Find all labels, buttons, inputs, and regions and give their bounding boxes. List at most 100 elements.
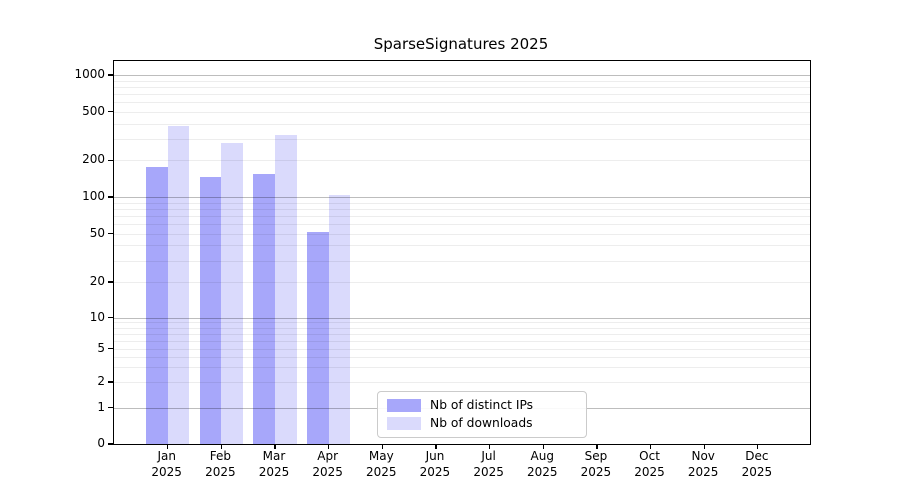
x-tick-aug — [542, 444, 544, 449]
y-tick-label-500: 500 — [82, 103, 105, 118]
legend-item: Nb of downloads — [387, 416, 577, 431]
bar-distinct-ips-apr — [307, 231, 329, 444]
x-tick-label-mar: Mar 2025 — [234, 448, 314, 480]
x-tick-sep — [596, 444, 598, 449]
month-label: Apr — [317, 449, 339, 463]
x-tick-label-oct: Oct 2025 — [610, 448, 690, 480]
gridline-minor-60 — [114, 224, 810, 226]
year-label: 2025 — [419, 465, 451, 479]
gridline-minor-8 — [114, 327, 810, 329]
bar-downloads-feb — [221, 143, 243, 444]
legend-item: Nb of distinct IPs — [387, 398, 577, 413]
year-label: 2025 — [366, 465, 397, 479]
x-tick-label-may: May 2025 — [341, 448, 421, 480]
month-label: Dec — [745, 449, 769, 463]
y-tick-500 — [107, 111, 113, 113]
year-label: 2025 — [473, 465, 504, 479]
y-tick-label-50: 50 — [89, 225, 105, 240]
gridline-minor-9 — [114, 322, 810, 324]
legend-swatch-downloads — [387, 417, 421, 431]
y-tick-0 — [107, 443, 113, 445]
gridline-major-1000 — [114, 75, 810, 76]
month-label: Jun — [425, 449, 445, 463]
year-label: 2025 — [687, 465, 719, 479]
year-label: 2025 — [151, 465, 182, 479]
legend-label: Nb of downloads — [430, 416, 533, 431]
gridline-minor-500 — [114, 111, 810, 113]
x-tick-dec — [757, 444, 759, 449]
gridline-minor-7 — [114, 333, 810, 335]
bar-downloads-apr — [328, 195, 351, 444]
gridline-minor-5 — [114, 348, 810, 350]
x-tick-jul — [488, 444, 491, 449]
gridline-minor-80 — [114, 208, 810, 210]
y-tick-50 — [107, 233, 113, 235]
y-tick-200 — [107, 159, 113, 161]
legend-label: Nb of distinct IPs — [430, 397, 534, 412]
y-tick-20 — [107, 281, 113, 283]
plot-area — [107, 60, 811, 449]
x-tick-label-jun: Jun 2025 — [395, 448, 475, 480]
gridline-minor-4 — [114, 356, 810, 358]
bar-downloads-jan — [167, 125, 190, 444]
year-label: 2025 — [580, 465, 612, 479]
x-tick-label-feb: Feb 2025 — [180, 448, 260, 480]
x-tick-label-jul: Jul 2025 — [449, 448, 529, 480]
gridline-minor-200 — [114, 160, 810, 162]
legend-swatch-distinct-ips — [387, 398, 421, 412]
bar-distinct-ips-feb — [199, 177, 222, 444]
x-tick-label-apr: Apr 2025 — [288, 448, 368, 480]
x-tick-label-sep: Sep 2025 — [556, 448, 636, 480]
y-tick-label-10: 10 — [89, 309, 105, 324]
y-tick-label-1000: 1000 — [74, 67, 105, 81]
year-label: 2025 — [312, 465, 343, 479]
gridline-minor-300 — [114, 138, 810, 140]
y-tick-100 — [107, 196, 113, 198]
y-tick-2 — [107, 381, 113, 383]
gridline-minor-30 — [114, 260, 810, 262]
year-label: 2025 — [634, 465, 665, 479]
bar-distinct-ips-jan — [146, 167, 168, 444]
gridline-major-100 — [114, 197, 810, 198]
x-tick-label-dec: Dec 2025 — [717, 448, 797, 480]
x-tick-mar — [274, 444, 276, 449]
gridline-minor-400 — [114, 123, 810, 125]
gridline-minor-90 — [114, 202, 810, 204]
gridline-minor-600 — [114, 102, 810, 104]
y-tick-label-200: 200 — [82, 152, 105, 167]
bar-distinct-ips-mar — [253, 173, 275, 444]
month-label: May — [368, 449, 394, 463]
x-tick-jan — [167, 444, 169, 449]
y-tick-label-100: 100 — [82, 189, 105, 203]
y-tick-10 — [107, 317, 113, 319]
gridline-minor-6 — [114, 340, 810, 342]
y-tick-label-0: 0 — [97, 436, 105, 450]
chart-title: SparseSignatures 2025 — [373, 35, 549, 53]
y-tick-label-20: 20 — [89, 274, 105, 288]
gridline-minor-20 — [114, 282, 810, 283]
year-label: 2025 — [205, 465, 236, 479]
x-tick-apr — [328, 444, 330, 449]
year-label: 2025 — [258, 465, 290, 479]
month-label: Feb — [209, 449, 231, 463]
y-tick-1000 — [107, 74, 113, 76]
gridline-minor-40 — [114, 245, 810, 247]
gridline-minor-3 — [114, 367, 810, 369]
gridline-minor-70 — [114, 215, 810, 217]
x-tick-jun — [435, 444, 437, 449]
x-tick-may — [381, 444, 383, 449]
year-label: 2025 — [741, 465, 773, 479]
x-tick-feb — [220, 444, 222, 449]
gridline-minor-800 — [114, 86, 810, 88]
gridline-minor-900 — [114, 80, 810, 82]
month-label: Oct — [639, 449, 660, 463]
gridline-minor-50 — [114, 233, 810, 235]
gridline-major-10 — [114, 317, 810, 319]
month-label: Nov — [691, 449, 715, 463]
gridline-minor-2 — [114, 382, 810, 383]
month-label: Sep — [584, 449, 608, 463]
month-label: Aug — [530, 449, 554, 463]
bar-downloads-mar — [275, 135, 297, 444]
x-tick-label-aug: Aug 2025 — [502, 448, 582, 480]
